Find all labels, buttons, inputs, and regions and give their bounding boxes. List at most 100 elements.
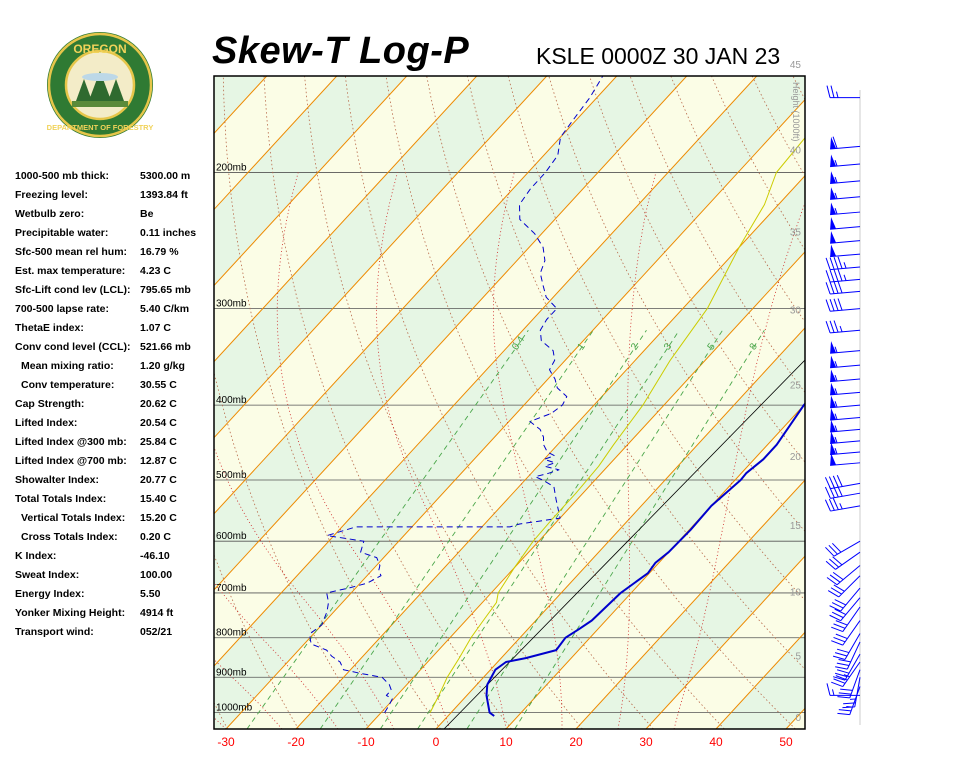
height-tick-label: 15 [790, 521, 802, 532]
wind-barb [830, 202, 861, 216]
barb-flag [831, 542, 842, 553]
dry-adiabat-line [222, 76, 441, 729]
index-label: Sfc-500 mean rel hum: [15, 246, 128, 258]
dry-adiabat-line [548, 76, 805, 532]
isotherm-line [214, 76, 618, 515]
barb-flag [829, 605, 841, 612]
barb-flag [834, 599, 847, 606]
barb-flag [835, 675, 848, 681]
index-row: 700-500 lapse rate: 5.40 C/km [15, 301, 215, 320]
barb-flag [838, 659, 851, 663]
index-label: 700-500 lapse rate: [15, 303, 109, 315]
index-value: 16.79 % [140, 246, 179, 258]
pressure-label: 600mb [216, 531, 247, 542]
barb-flag [833, 584, 845, 592]
index-value: -46.10 [140, 550, 170, 562]
barb-flag [825, 282, 831, 295]
barb-shaft [830, 211, 861, 216]
isotherm-line [214, 76, 548, 439]
barb-pennant [830, 154, 837, 167]
index-row: Est. max temperature: 4.23 C [15, 263, 215, 282]
barb-flag [829, 320, 835, 333]
barb-flag [825, 560, 836, 570]
barb-flag [829, 614, 841, 622]
barb-flag [828, 486, 835, 498]
index-row: 1000-500 mb thick: 5300.00 m [15, 168, 215, 187]
isotherm-line [856, 76, 960, 729]
index-label: Total Totals Index: [15, 493, 107, 505]
dry-adiabat-line [467, 76, 805, 670]
barb-shaft [830, 196, 861, 200]
barb-flag [836, 662, 850, 666]
barb-flag [837, 696, 850, 699]
height-tick-label: 5 [795, 651, 801, 662]
barb-pennant [830, 395, 837, 408]
barb-shaft [836, 565, 861, 586]
barb-half-flag [834, 346, 838, 353]
index-row: Vertical Totals Index: 15.20 C [15, 510, 215, 529]
barb-flag [833, 257, 839, 270]
barb-pennant [830, 419, 837, 433]
moist-adiabat-line [214, 446, 395, 729]
wind-barb [827, 575, 861, 598]
barb-flag [837, 298, 843, 311]
wind-barb [830, 154, 861, 168]
dry-adiabat-line [874, 76, 960, 729]
plot-frame [213, 75, 806, 730]
index-value: 1393.84 ft [140, 189, 188, 201]
isotherm-line [295, 175, 805, 729]
x-tick-label: 30 [639, 735, 653, 749]
barb-flag [834, 672, 848, 678]
isotherm-line [785, 707, 805, 729]
barb-pennant [830, 442, 837, 455]
barb-flag [828, 498, 835, 511]
index-row: Cap Strength: 20.62 C [15, 396, 215, 415]
barb-pennant [830, 431, 837, 444]
barb-flag [826, 683, 831, 696]
barb-flag [829, 558, 840, 568]
barb-pennant [830, 407, 837, 421]
index-value: 12.87 C [140, 455, 177, 467]
barb-flag [825, 321, 831, 334]
barb-half-flag [834, 192, 838, 199]
barb-shaft [830, 308, 861, 312]
barb-flag [837, 269, 843, 282]
barb-shaft [830, 290, 861, 295]
index-row: Precipitable water: 0.11 inches [15, 225, 215, 244]
index-label: 1000-500 mb thick: [15, 170, 109, 182]
index-value: 100.00 [140, 569, 173, 581]
barb-flag [833, 320, 839, 333]
mixing-ratio-label: 3 [662, 341, 674, 352]
isotherm-line [214, 76, 688, 591]
x-tick-label: -30 [217, 735, 235, 749]
height-tick-label: 0 [795, 713, 801, 724]
wind-barb [835, 641, 861, 670]
barb-half-flag [834, 413, 838, 420]
index-label: ThetaE index: [15, 322, 84, 334]
dry-adiabat-line [426, 76, 796, 729]
barb-flag [833, 281, 839, 294]
barb-pennant [830, 369, 837, 382]
wind-barb [830, 407, 861, 421]
barb-flag [825, 270, 831, 283]
barb-half-flag [843, 274, 847, 281]
barb-flag [833, 269, 839, 282]
dry-adiabat-line [50, 76, 157, 729]
barb-pennant [830, 217, 837, 230]
mixing-ratio-line [379, 330, 647, 729]
wind-barb [837, 669, 861, 699]
barb-half-flag [834, 401, 838, 408]
index-value: 5.40 C/km [140, 303, 190, 315]
barb-flag [829, 269, 835, 282]
mixing-ratio-line [246, 330, 529, 729]
index-value: 1.20 g/kg [140, 360, 185, 372]
barb-pennant [830, 231, 837, 244]
wind-barb [825, 269, 861, 283]
barb-pennant [830, 171, 837, 184]
barb-half-flag [834, 160, 838, 167]
barb-shaft [835, 551, 861, 570]
wind-barb [830, 369, 861, 383]
index-value: 4.23 C [140, 265, 171, 277]
index-label: Transport wind: [15, 626, 94, 638]
index-row: Lifted Index @700 mb: 12.87 C [15, 453, 215, 472]
